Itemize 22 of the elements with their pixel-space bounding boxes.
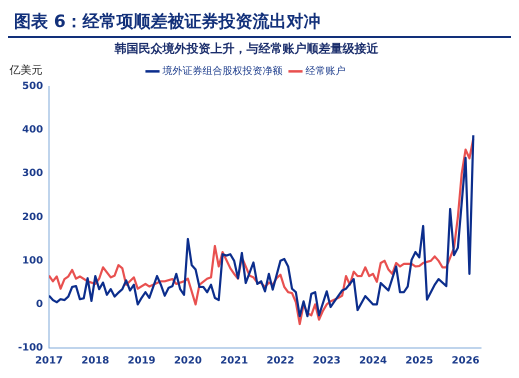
x-tick-label: 2025 <box>405 356 434 367</box>
y-tick-label: 500 <box>22 80 44 92</box>
x-tick-label: 2018 <box>81 356 110 367</box>
y-tick-label: -100 <box>18 342 44 354</box>
x-tick-label: 2024 <box>359 356 387 367</box>
x-tick-label: 2020 <box>174 356 202 367</box>
y-tick-label: 400 <box>22 124 44 136</box>
legend-label: 境外证券组合股权投资净额 <box>162 64 282 77</box>
x-tick-label: 2023 <box>312 356 341 367</box>
y-tick-label: 200 <box>22 212 44 223</box>
chart-subtitle: 韩国民众境外投资上升，与经常账户顺差量级接近 <box>114 41 380 56</box>
y-axis-title: 亿美元 <box>8 63 42 76</box>
chart-title: 图表 6：经常项顺差被证券投资流出对冲 <box>8 8 511 38</box>
legend-label: 经常账户 <box>306 64 346 77</box>
x-tick-label: 2017 <box>35 356 63 367</box>
y-tick-label: 0 <box>36 298 44 310</box>
y-tick-label: 100 <box>22 255 44 266</box>
y-tick-label: 300 <box>22 168 44 180</box>
x-tick-label: 2022 <box>266 356 294 367</box>
x-tick-label: 2026 <box>452 356 480 367</box>
x-tick-label: 2021 <box>220 356 248 367</box>
x-tick-label: 2019 <box>128 356 156 367</box>
